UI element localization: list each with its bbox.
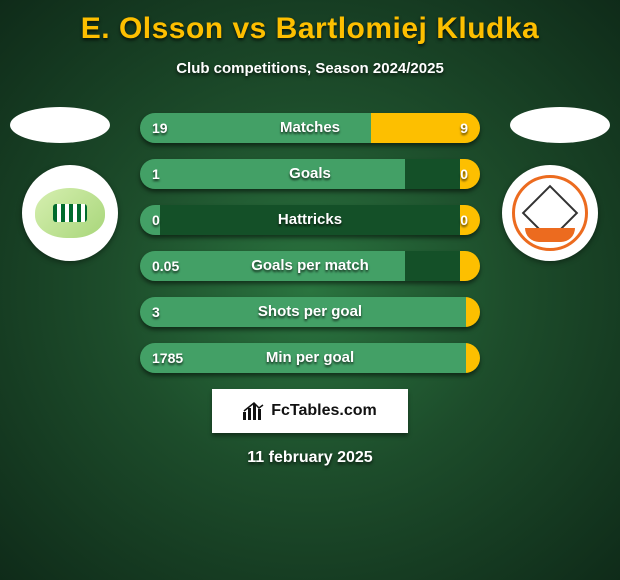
club-badge-right (502, 165, 598, 261)
stat-row: 10Goals (140, 159, 480, 189)
stat-row: 3Shots per goal (140, 297, 480, 327)
stat-label: Matches (140, 113, 480, 143)
stat-row: 00Hattricks (140, 205, 480, 235)
footer-date: 11 february 2025 (0, 449, 620, 467)
stat-row: 0.05Goals per match (140, 251, 480, 281)
bars-icon (243, 402, 265, 420)
stat-label: Goals per match (140, 251, 480, 281)
stat-row: 1785Min per goal (140, 343, 480, 373)
stat-row: 199Matches (140, 113, 480, 143)
zaglebie-lubin-logo-icon (512, 175, 588, 251)
stat-label: Goals (140, 159, 480, 189)
subtitle: Club competitions, Season 2024/2025 (0, 60, 620, 77)
watermark-text: FcTables.com (271, 402, 377, 420)
stat-label: Min per goal (140, 343, 480, 373)
watermark: FcTables.com (212, 389, 408, 433)
comparison-infographic: E. Olsson vs Bartlomiej Kludka Club comp… (0, 0, 620, 580)
lechia-gdansk-logo-icon (35, 188, 105, 238)
stat-rows: 199Matches 10Goals 00Hattricks 0.05Goals pe… (140, 107, 480, 373)
player-photo-placeholder-left (10, 107, 110, 143)
stat-label: Shots per goal (140, 297, 480, 327)
content-area: 199Matches 10Goals 00Hattricks 0.05Goals pe… (0, 107, 620, 467)
club-badge-left (22, 165, 118, 261)
page-title: E. Olsson vs Bartlomiej Kludka (0, 0, 620, 46)
player-photo-placeholder-right (510, 107, 610, 143)
stat-label: Hattricks (140, 205, 480, 235)
